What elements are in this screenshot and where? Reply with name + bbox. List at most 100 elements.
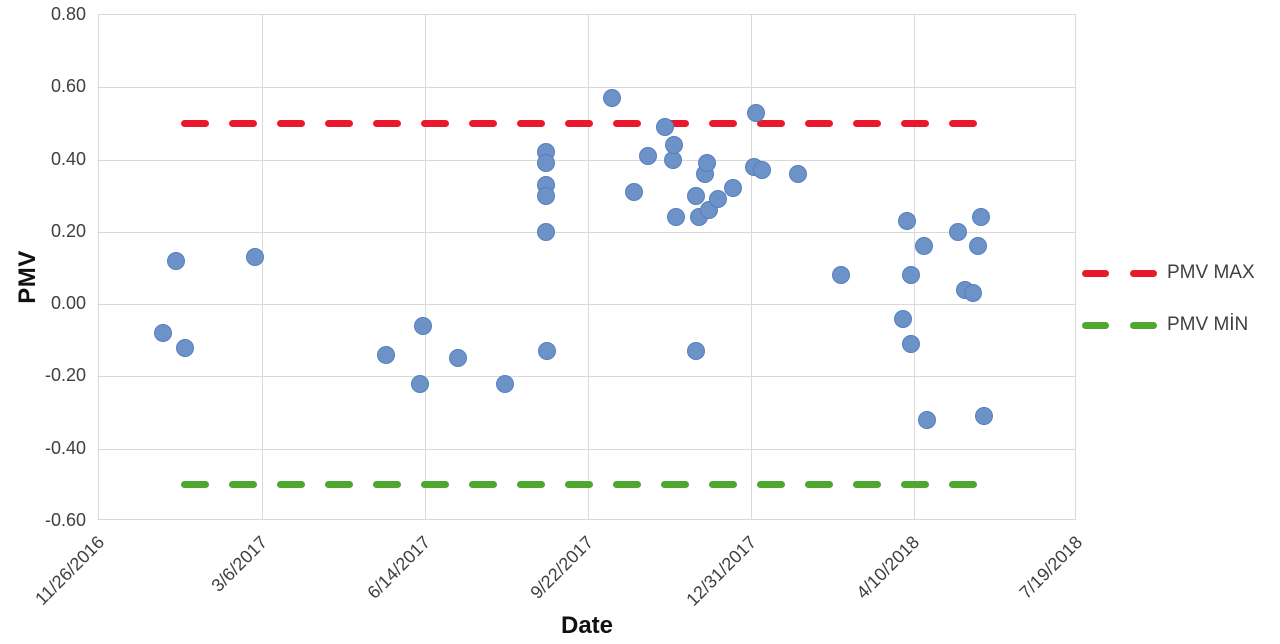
- scatter-point: [914, 237, 933, 256]
- scatter-point: [639, 146, 658, 165]
- scatter-point: [724, 179, 743, 198]
- dash-segment: [228, 119, 257, 127]
- scatter-point: [538, 342, 557, 361]
- horizontal-gridline: [99, 448, 1075, 450]
- scatter-point: [686, 342, 705, 361]
- scatter-point: [686, 186, 705, 205]
- dash-segment: [180, 119, 209, 127]
- scatter-point: [414, 316, 433, 335]
- dash-segment: [948, 119, 977, 127]
- scatter-point: [246, 248, 265, 267]
- dash-segment: [468, 481, 497, 489]
- scatter-point: [968, 237, 987, 256]
- dash-segment: [420, 119, 449, 127]
- scatter-point: [536, 186, 555, 205]
- scatter-point: [901, 266, 920, 285]
- y-tick-label: -0.60: [44, 510, 86, 530]
- x-tick-label: 7/19/2018: [1015, 532, 1087, 603]
- scatter-point: [536, 222, 555, 241]
- scatter-point: [963, 284, 982, 303]
- y-tick-label: -0.20: [44, 365, 86, 386]
- horizontal-gridline: [99, 231, 1075, 233]
- x-tick-label: 6/14/2017: [363, 532, 435, 603]
- dash-segment: [180, 481, 209, 489]
- scatter-point: [918, 410, 937, 429]
- dash-segment: [276, 119, 305, 127]
- horizontal-gridline: [99, 87, 1075, 89]
- y-tick-label: 0.40: [50, 148, 86, 169]
- x-tick-label: 12/31/2017: [682, 532, 761, 610]
- pmv-max-dash-icon: [1082, 269, 1157, 277]
- dash-segment: [420, 481, 449, 489]
- legend-dash-segment: [1082, 269, 1109, 277]
- scatter-point: [753, 161, 772, 180]
- scatter-point: [166, 251, 185, 270]
- scatter-point: [495, 374, 514, 393]
- y-tick-label: 0.20: [50, 220, 86, 241]
- vertical-gridline: [425, 15, 426, 519]
- dash-segment: [852, 119, 881, 127]
- dash-segment: [564, 481, 593, 489]
- dash-segment: [948, 481, 977, 489]
- horizontal-gridline: [99, 159, 1075, 161]
- horizontal-gridline: [99, 304, 1075, 306]
- scatter-point: [901, 334, 920, 353]
- y-tick-label: 0.80: [50, 4, 86, 24]
- legend-dash-segment: [1130, 269, 1157, 277]
- dash-segment: [660, 119, 689, 127]
- legend-dash-segment: [1130, 321, 1157, 329]
- dash-segment: [228, 481, 257, 489]
- legend-dash-segment: [1082, 321, 1109, 329]
- legend-item-pmv-min: PMV MİN: [1082, 308, 1255, 342]
- legend-item-pmv-max: PMV MAX: [1082, 256, 1255, 290]
- dash-segment: [756, 119, 785, 127]
- scatter-point: [831, 266, 850, 285]
- y-tick-label: 0.60: [50, 76, 86, 97]
- y-tick-label: 0.00: [50, 293, 86, 314]
- dash-segment: [564, 119, 593, 127]
- scatter-point: [624, 183, 643, 202]
- scatter-point: [655, 118, 674, 137]
- scatter-point: [665, 136, 684, 155]
- scatter-point: [949, 222, 967, 241]
- x-tick-label: 9/22/2017: [526, 532, 598, 603]
- scatter-point: [153, 324, 172, 343]
- vertical-gridline: [262, 15, 263, 519]
- dash-segment: [276, 481, 305, 489]
- scatter-point: [893, 309, 912, 328]
- x-tick-label: 11/26/2016: [31, 532, 109, 609]
- dash-segment: [756, 481, 785, 489]
- dash-segment: [516, 119, 545, 127]
- scatter-point: [603, 89, 622, 108]
- scatter-point: [975, 407, 994, 426]
- legend: PMV MAX PMV MİN: [1082, 256, 1255, 342]
- dash-segment: [900, 481, 929, 489]
- scatter-point: [176, 338, 195, 357]
- x-tick-label: 4/10/2018: [852, 532, 924, 603]
- dash-segment: [852, 481, 881, 489]
- dash-segment: [708, 119, 737, 127]
- dash-segment: [804, 119, 833, 127]
- dash-segment: [372, 481, 401, 489]
- scatter-point: [697, 154, 716, 173]
- scatter-point: [376, 345, 395, 364]
- scatter-point: [411, 374, 430, 393]
- y-tick-label: -0.40: [44, 437, 86, 458]
- dash-segment: [468, 119, 497, 127]
- dash-segment: [612, 481, 641, 489]
- dash-segment: [804, 481, 833, 489]
- dash-segment: [612, 119, 641, 127]
- dash-segment: [708, 481, 737, 489]
- x-axis-title: Date: [560, 612, 614, 639]
- dash-segment: [660, 481, 689, 489]
- horizontal-gridline: [99, 376, 1075, 378]
- dash-segment: [372, 119, 401, 127]
- vertical-gridline: [751, 15, 752, 519]
- x-tick-label: 3/6/2017: [207, 532, 272, 596]
- legend-label-pmv-max: PMV MAX: [1167, 262, 1255, 283]
- pmv-min-line: [180, 481, 991, 489]
- scatter-point: [536, 154, 555, 173]
- scatter-point: [709, 190, 728, 209]
- pmv-min-dash-icon: [1082, 321, 1157, 329]
